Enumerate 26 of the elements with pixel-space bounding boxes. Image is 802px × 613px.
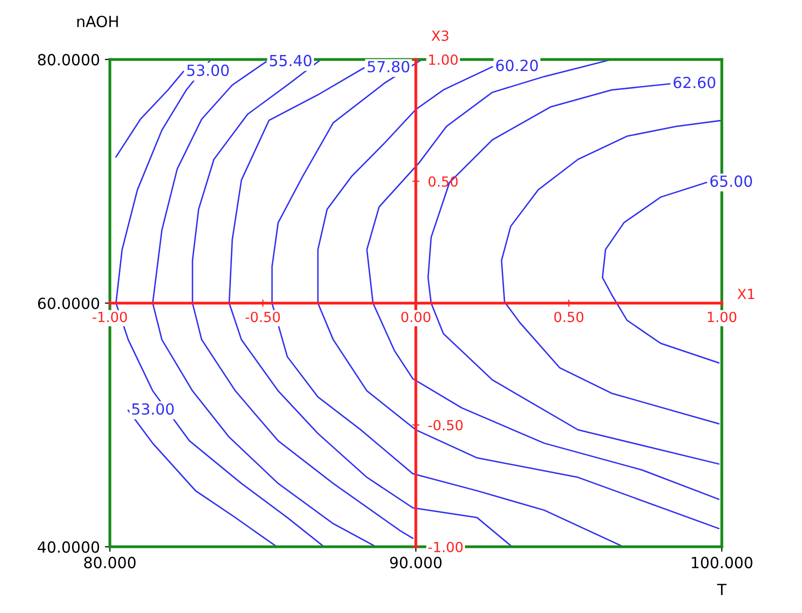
- y-tick-label: 40.0000: [38, 541, 100, 553]
- y2-tick-label: -0.50: [428, 420, 463, 430]
- series-label: 65.00: [710, 175, 752, 187]
- x-tick-label: 90.000: [390, 556, 442, 568]
- x-tick-label: 80.000: [84, 556, 136, 568]
- y2-tick-label: -1.00: [428, 542, 463, 552]
- x2-axis-title: X1: [738, 288, 754, 300]
- x2-tick-label: 1.00: [708, 312, 736, 322]
- x2-tick-label: 0.50: [554, 312, 584, 322]
- series-label: 53.00: [132, 403, 174, 415]
- series-label: 60.20: [496, 60, 538, 72]
- series-label: 62.60: [674, 76, 716, 88]
- x2-tick-label: -1.00: [92, 312, 127, 322]
- series-label: 53.00: [187, 64, 229, 76]
- y2-axis-title: X3: [432, 30, 448, 41]
- x-tick-label: 100.000: [692, 556, 752, 568]
- x-axis-title: T: [717, 584, 727, 595]
- series-label: 55.40: [270, 54, 312, 66]
- y-tick-label: 60.0000: [38, 298, 100, 310]
- y-axis-title: nAOH: [77, 16, 118, 28]
- series-label: 57.80: [368, 60, 410, 72]
- y-tick-label: 80.0000: [38, 54, 100, 66]
- y2-tick-label: 1.00: [429, 54, 458, 65]
- x2-tick-label: -0.50: [246, 312, 280, 322]
- line-series: [115, 70, 184, 158]
- x2-tick-label: 0.00: [401, 312, 430, 322]
